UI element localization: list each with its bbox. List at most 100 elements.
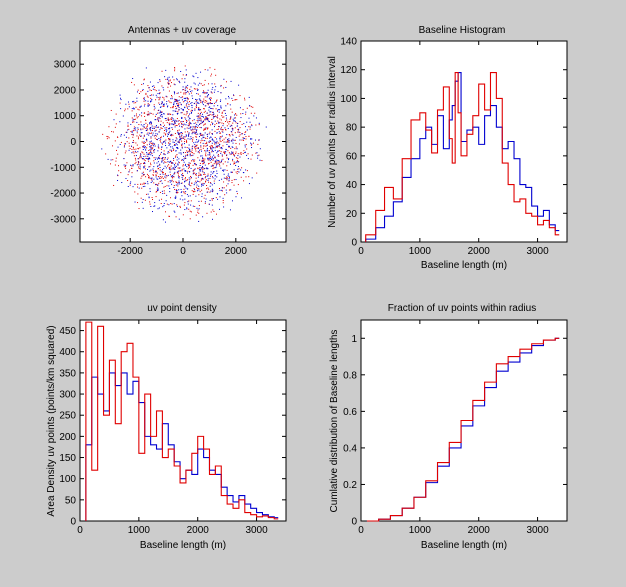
uv-point xyxy=(250,112,252,114)
uv-point xyxy=(112,131,114,133)
uv-point xyxy=(140,135,142,137)
uv-point xyxy=(177,92,179,94)
uv-point xyxy=(225,141,227,143)
uv-point xyxy=(140,91,142,93)
uv-point xyxy=(194,147,196,149)
uv-point xyxy=(228,178,230,180)
uv-point xyxy=(213,158,215,160)
uv-point xyxy=(168,139,170,141)
uv-point xyxy=(198,108,200,110)
uv-point xyxy=(150,154,152,156)
uv-point xyxy=(150,147,152,149)
uv-point xyxy=(153,109,155,111)
uv-point xyxy=(206,141,208,143)
uv-point xyxy=(149,142,151,144)
uv-point xyxy=(246,121,248,123)
uv-point xyxy=(186,208,188,210)
uv-point xyxy=(181,117,183,119)
uv-point xyxy=(197,181,199,183)
uv-point xyxy=(193,76,195,78)
uv-point xyxy=(193,126,195,128)
uv-point xyxy=(214,124,216,126)
uv-point xyxy=(216,138,218,140)
uv-point xyxy=(177,130,179,132)
uv-point xyxy=(178,177,180,179)
uv-point xyxy=(139,168,141,170)
uv-point xyxy=(202,140,204,142)
uv-point xyxy=(197,115,199,117)
uv-point xyxy=(212,189,214,191)
uv-point xyxy=(246,129,248,131)
uv-point xyxy=(140,124,142,126)
uv-point xyxy=(159,181,161,183)
uv-point xyxy=(161,177,163,179)
uv-point xyxy=(148,176,150,178)
uv-point xyxy=(257,157,259,159)
uv-point xyxy=(175,137,177,139)
uv-point xyxy=(142,148,144,150)
uv-point xyxy=(159,169,161,171)
uv-point xyxy=(137,151,139,153)
uv-point xyxy=(242,138,244,140)
uv-point xyxy=(181,159,183,161)
uv-point xyxy=(219,100,221,102)
uv-point xyxy=(202,104,204,106)
uv-point xyxy=(138,136,140,138)
uv-point xyxy=(161,176,163,178)
uv-point xyxy=(140,135,142,137)
uv-point xyxy=(224,161,226,163)
uv-point xyxy=(166,129,168,131)
uv-point xyxy=(208,83,210,85)
uv-point xyxy=(131,117,133,119)
uv-point xyxy=(134,150,136,152)
uv-point xyxy=(198,205,200,207)
uv-point xyxy=(141,172,143,174)
uv-point xyxy=(190,123,192,125)
uv-point xyxy=(140,153,142,155)
uv-point xyxy=(163,202,165,204)
uv-point xyxy=(132,139,134,141)
uv-point xyxy=(131,110,133,112)
uv-point xyxy=(232,153,234,155)
uv-point xyxy=(128,149,130,151)
uv-point xyxy=(196,184,198,186)
uv-point xyxy=(123,134,125,136)
uv-point xyxy=(199,114,201,116)
uv-point xyxy=(194,144,196,146)
uv-point xyxy=(212,114,214,116)
uv-point xyxy=(168,128,170,130)
uv-point xyxy=(200,122,202,124)
uv-point xyxy=(231,182,233,184)
uv-point xyxy=(176,156,178,158)
uv-point xyxy=(158,126,160,128)
uv-point xyxy=(163,113,165,115)
uv-point xyxy=(214,143,216,145)
uv-point xyxy=(210,75,212,77)
uv-point xyxy=(217,150,219,152)
uv-point xyxy=(131,131,133,133)
uv-point xyxy=(238,135,240,137)
uv-point xyxy=(217,117,219,119)
uv-point xyxy=(149,166,151,168)
uv-point xyxy=(143,166,145,168)
uv-point xyxy=(138,187,140,189)
uv-point xyxy=(187,135,189,137)
uv-point xyxy=(160,124,162,126)
uv-point xyxy=(136,91,138,93)
uv-point xyxy=(164,165,166,167)
uv-point xyxy=(207,95,209,97)
uv-point xyxy=(221,130,223,132)
uv-point xyxy=(214,156,216,158)
uv-point xyxy=(165,129,167,131)
uv-point xyxy=(150,121,152,123)
uv-point xyxy=(201,121,203,123)
uv-point xyxy=(156,139,158,141)
uv-point xyxy=(132,118,134,120)
uv-point xyxy=(200,174,202,176)
uv-point xyxy=(227,183,229,185)
uv-point xyxy=(215,145,217,147)
uv-point xyxy=(170,197,172,199)
uv-point xyxy=(245,144,247,146)
uv-point xyxy=(215,166,217,168)
uv-point xyxy=(207,157,209,159)
